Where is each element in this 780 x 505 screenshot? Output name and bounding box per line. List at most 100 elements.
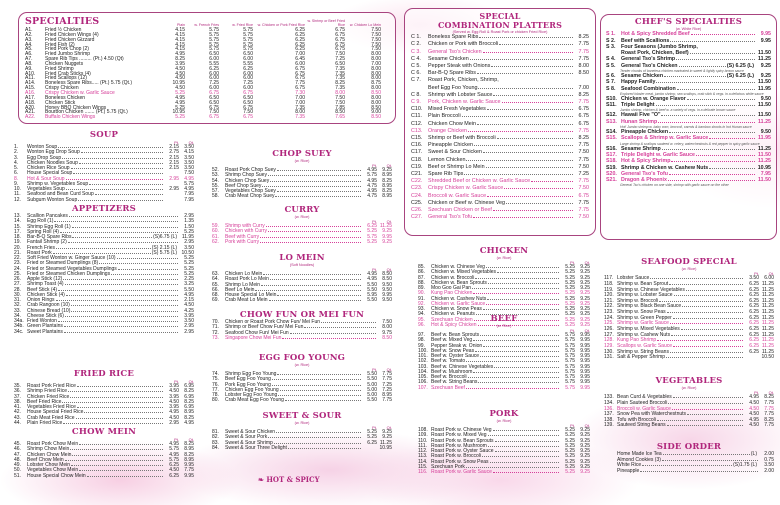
item-name: Roast Pork Chow Mein [27,441,79,447]
item-price: 4.15 [175,31,185,38]
menu-item: 124. Shrimp w. Green Pepper 6.25 11.25 [604,315,774,322]
item-price: 4.25 [184,307,194,314]
item-price: 7.00 [371,60,381,67]
column-headers: Pt. Qt. [604,271,774,276]
item-price: 6.75 [209,89,219,96]
menu-item: 58. Crab Meat Chop Suey 4.75 8.95 [212,193,392,200]
section-subtitle: (w. White Rice) [675,27,702,31]
item-name: Tofu with Broccoli [617,416,656,423]
item-name: Szechuan Pork [431,463,465,470]
item-price: 11.50 [758,177,771,184]
item-number: 91. [418,295,425,302]
item-price: 5.25 [184,255,194,261]
item-price: 7.95 [760,170,771,177]
column-headers: Pt. Qt. [212,425,392,430]
section-fried-rice: FRIED RICE Pt. Qt. 35. Roast Pork Fried Rice… [14,370,194,426]
item-price: 9.95 [580,358,590,365]
dot-leader [63,277,178,280]
item-number: 119. [604,286,614,293]
item-name: Fried or Steamed Dumplings (8) [27,260,99,267]
menu-item: 120. Shrimp w. Lobster Sauce 6.25 11.25 [604,293,774,299]
item-price: 6.25 [367,439,377,446]
item-price: 2.15 [184,297,194,303]
menu-item: 4. Chicken Noodles Soup 2.15 3.50 [14,160,194,166]
dot-leader [262,184,361,187]
item-price: 11.25 [761,337,774,344]
item-number: A2. [25,31,33,38]
item-name: Shrimp Egg Foo Young [225,371,277,378]
item-number: 101. [418,353,428,360]
item-price: 8.95 [382,193,392,200]
item-number: 38. [14,398,21,405]
item-price: 4.15 [175,41,185,48]
dot-leader [486,107,573,111]
menu-item: 59. Shrimp with Curry 6.25 11.25 [212,223,392,229]
dot-leader [492,428,559,432]
menu-item: 138. Tofu with Broccoli 4.95 8.25 [604,416,774,424]
item-name: Roast Pork w. Mixed Veg [431,432,487,439]
item-name: Shrimp w. Cashew Nuts [617,331,671,338]
dot-leader [279,388,361,391]
item-name: Shrimp w. Black Bean Sauce [617,303,682,310]
section-subtitle: (w. Rice) [496,256,512,260]
column-header: Pt. [174,379,179,384]
item-price: 9.25 [760,62,771,69]
item-price: 9.25 [580,295,590,302]
item-note: (S) 6.25 (L) [726,72,754,79]
specialties-header: SPECIALTIES Plain w. French Fries w. Fri… [25,15,389,27]
item-price: 9.00 [371,109,381,116]
item-name: Moo Goo Gai Pan [431,285,472,292]
item-price: 5.25 [175,114,185,121]
item-price: 8.00 [371,94,381,101]
item-name: Kung Pao Shrimp [617,337,657,344]
item-price: 7.85 [335,104,345,111]
dot-leader [671,159,755,163]
dot-leader [62,156,163,159]
item-number: 90. [418,290,425,297]
item-price: 7.75 [578,142,590,149]
section-title: CHICKEN [479,246,529,256]
menu-item: 22. Soft Fried Wonton w. Ginger Sauce (10… [14,255,194,261]
item-price: 5.75 [565,363,575,370]
menu-item: 10. Vegetables Soup 2.95 4.95 [14,186,194,192]
item-number: S15. [606,135,617,142]
item-name: Shrimp w. Mixed Vegetables [617,326,680,333]
item-number: 34b. [14,323,24,330]
menu-item: 21. Roast Pork (S) 5.75 (L) 10.50 [14,249,194,256]
menu-item: C25. Chicken or Beef w. Chinese Veg 7.75 [411,200,589,207]
item-number: 26. [14,276,21,282]
dot-leader [479,35,573,39]
item-price: 5.25 [565,442,575,449]
dot-leader [661,458,758,461]
item-number: 21. [14,249,21,256]
menu-item: 139. Sauteed String Beans 4.50 7.75 [604,423,774,429]
dot-leader [80,150,163,154]
menu-item: C11. Plain Broccoli 6.75 [411,113,589,120]
item-price: 8.00 [371,51,381,58]
menu-item: S 2. Beef with Scallions 9.95 [606,38,771,44]
menu-item: A21. Bourbon Chicken ....... (Pt.) 5.75 (… [25,110,389,115]
item-number: 20. [14,244,21,251]
item-name: Shrimp w. Snow Peas [617,309,666,316]
item-name: Beef w. Oyster Sauce [431,353,480,360]
menu-item: 102. Beef w. Tomato 5.75 9.95 [418,358,590,365]
item-number: 116. [418,469,428,476]
item-number: C 4. [411,55,421,62]
dot-leader [669,282,743,285]
item-name: Shrimp w. Garlic Sauce [617,320,669,327]
menu-item: 97. Beef w. Bean Sprouts 5.75 9.95 [418,332,590,338]
menu-item: 125. Shrimp w. Garlic Sauce 6.25 11.25 [604,321,774,327]
item-name: Hot & Spicy Chicken [431,321,477,328]
item-price: 7.75 [382,371,392,378]
item-price: 9.95 [580,374,590,381]
item-price: 2.95 [184,213,194,219]
item-name: Beef Chow Mein [27,456,64,463]
item-name: Chicken Nuggets [45,60,84,67]
item-price: 11.25 [761,292,774,299]
item-number: A10. [25,70,36,77]
item-price: 3.95 [169,404,179,410]
item-price: 8.75 [371,80,381,87]
menu-item: A22. Buffalo Chicken Wings 5.25 6.75 6.75 7.3… [25,115,389,120]
item-price: 9.25 [580,300,590,307]
dot-leader [276,430,361,434]
